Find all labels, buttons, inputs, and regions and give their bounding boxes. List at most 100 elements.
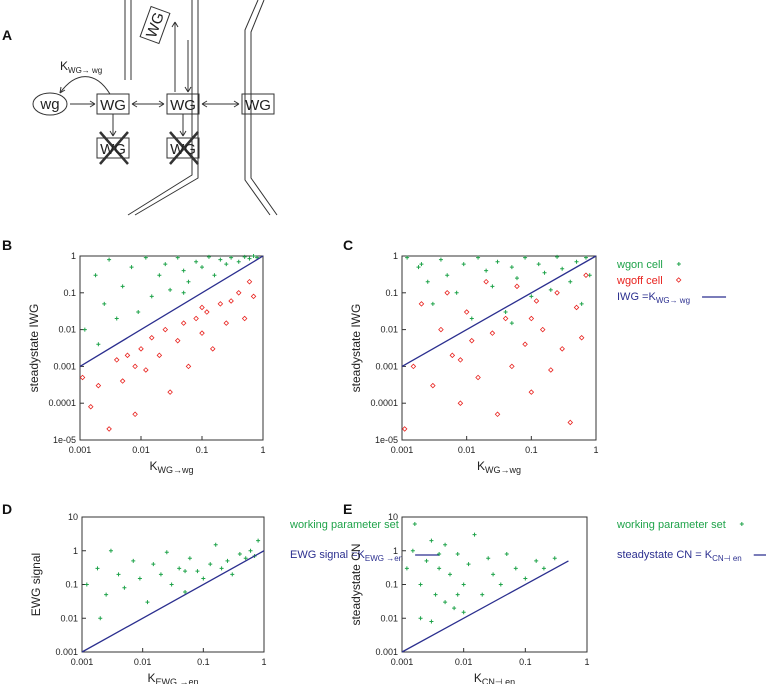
point xyxy=(583,255,588,260)
point xyxy=(156,352,163,359)
y-tick-label: 0.0001 xyxy=(48,398,76,408)
point xyxy=(235,290,242,296)
x-tick-label: 0.01 xyxy=(458,445,476,455)
point xyxy=(498,582,503,587)
point xyxy=(151,562,156,567)
node-label: WG xyxy=(143,10,168,40)
legend-label-main: working parameter set xyxy=(616,519,726,531)
point xyxy=(469,316,474,321)
arrow xyxy=(70,100,96,108)
point xyxy=(181,268,186,273)
point xyxy=(554,290,560,296)
point xyxy=(405,255,410,260)
point xyxy=(463,309,470,315)
point xyxy=(509,265,514,270)
y-tick-label: 10 xyxy=(68,512,78,522)
point xyxy=(175,255,180,260)
x-axis-label: KCN⊣ en xyxy=(474,671,515,684)
chart: B 0.001 0.01 0.1 1 1e-05 0.0001 0.001 0.01 0.1 1 KW… xyxy=(2,237,266,475)
y-axis-label: EWG signal xyxy=(29,553,43,616)
point xyxy=(548,287,553,292)
point xyxy=(108,548,113,553)
point xyxy=(476,255,481,260)
y-tick-label: 0.01 xyxy=(380,613,398,623)
point xyxy=(503,310,508,315)
panel-letter: C xyxy=(343,237,353,253)
point xyxy=(574,259,579,264)
point xyxy=(567,419,574,426)
rate-label-sub: WG→ wg xyxy=(68,66,102,75)
point xyxy=(174,337,181,344)
y-tick-label: 0.001 xyxy=(375,647,398,657)
point xyxy=(122,585,127,590)
point xyxy=(533,298,540,304)
rate-label-main: K xyxy=(60,59,68,73)
point xyxy=(183,569,188,574)
point xyxy=(502,315,509,322)
point xyxy=(457,357,464,363)
point xyxy=(163,262,168,267)
panel-letter: D xyxy=(2,501,12,517)
point xyxy=(185,363,192,370)
arrow xyxy=(201,100,240,108)
point xyxy=(444,290,450,296)
point xyxy=(145,600,150,605)
point xyxy=(438,257,443,262)
point xyxy=(418,616,423,621)
point xyxy=(504,552,509,557)
point xyxy=(102,301,107,306)
fit-line xyxy=(81,550,265,653)
point xyxy=(573,304,580,311)
point xyxy=(223,320,230,326)
node-label: WG xyxy=(245,97,271,114)
y-tick-label: 0.1 xyxy=(63,288,76,298)
point xyxy=(443,600,448,605)
legend-label: EWG signal =KEWG →en xyxy=(290,549,403,563)
x-axis-label: KEWG →en xyxy=(147,671,198,684)
point xyxy=(452,606,457,611)
point xyxy=(84,582,89,587)
point xyxy=(241,315,248,322)
point xyxy=(157,273,162,278)
fit-line xyxy=(401,560,569,653)
x-tick-label: 0.001 xyxy=(391,445,414,455)
y-tick-label: 0.0001 xyxy=(370,398,398,408)
legend-label-main: wgoff cell xyxy=(616,275,663,287)
point xyxy=(200,265,204,270)
point xyxy=(224,262,229,267)
y-tick-label: 1 xyxy=(71,251,76,261)
membrane xyxy=(124,0,132,80)
point xyxy=(552,556,557,561)
x-tick-label: 0.1 xyxy=(196,445,209,455)
point xyxy=(475,374,481,381)
point xyxy=(461,610,466,615)
point xyxy=(194,259,199,264)
point xyxy=(523,576,528,581)
x-axis-label-main: K xyxy=(149,459,157,473)
point xyxy=(162,326,169,333)
point xyxy=(443,542,448,547)
point xyxy=(236,259,241,264)
point xyxy=(418,301,425,307)
chart: C0.001 0.01 0.1 11e-050.00010.0010.010.11KW… xyxy=(343,237,727,475)
point xyxy=(193,315,199,322)
point xyxy=(548,367,554,373)
point xyxy=(514,276,519,281)
point xyxy=(79,374,86,381)
panel-letter: B xyxy=(2,237,12,253)
point xyxy=(555,254,560,259)
arrow xyxy=(59,76,111,95)
y-tick-label: 0.1 xyxy=(65,580,78,590)
point xyxy=(447,572,452,577)
point xyxy=(523,255,528,260)
x-tick-label: 0.01 xyxy=(134,657,152,667)
point xyxy=(230,572,235,577)
legend-swatch xyxy=(676,262,681,266)
legend-swatch xyxy=(412,522,417,526)
x-axis-label-main: K xyxy=(474,671,482,684)
node xyxy=(166,137,200,159)
point xyxy=(483,278,489,285)
y-tick-label: 1e-05 xyxy=(375,435,398,445)
